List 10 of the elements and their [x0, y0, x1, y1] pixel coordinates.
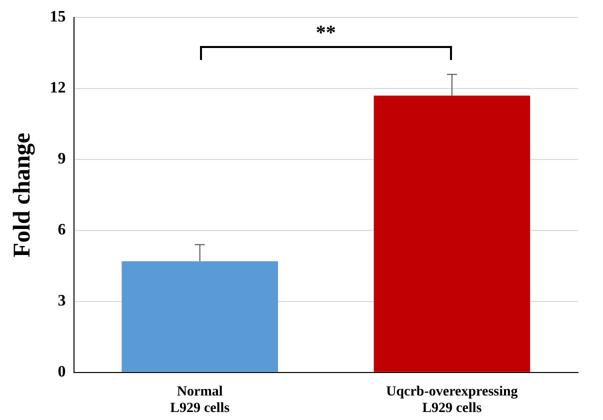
y-tick-label: 12: [50, 80, 66, 97]
y-tick-label: 0: [58, 364, 66, 381]
y-tick-label: 3: [58, 292, 66, 310]
y-tick-label: 15: [50, 8, 66, 26]
annotation: **: [316, 22, 336, 46]
y-axis-title: Fold change: [10, 132, 36, 258]
x-tick-label: Normal L929 cells: [170, 384, 230, 416]
y-tick-label: 9: [58, 150, 66, 168]
x-tick-label: Uqcrb-overexpressing L929 cells: [386, 384, 518, 416]
y-tick-label: 6: [58, 222, 66, 239]
